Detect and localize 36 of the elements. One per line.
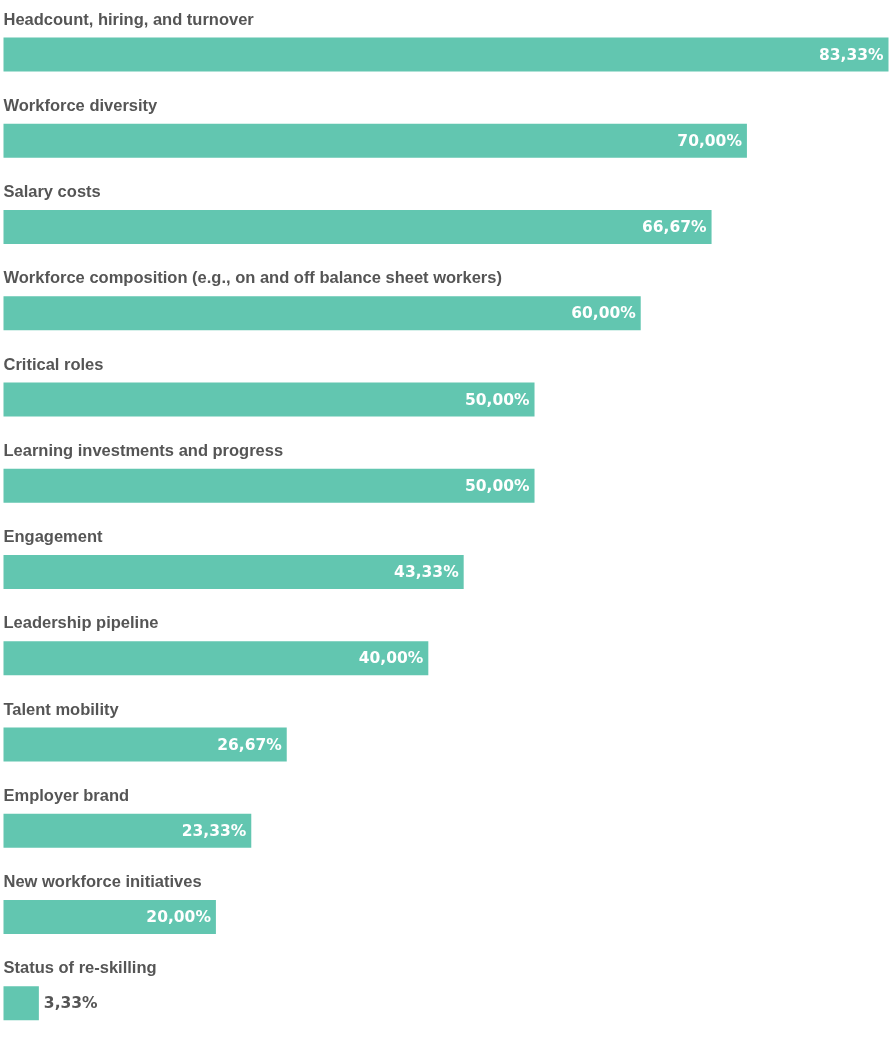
y-tick-label: Workforce diversity bbox=[3, 95, 159, 114]
y-tick-label: Leadership pipeline bbox=[3, 613, 159, 632]
bar bbox=[3, 727, 287, 762]
data-label: 3,33% bbox=[43, 994, 99, 1013]
bar bbox=[3, 468, 535, 503]
bar bbox=[3, 37, 889, 72]
data-label: 26,67% bbox=[217, 735, 283, 754]
bar bbox=[3, 123, 747, 158]
data-label: 50,00% bbox=[464, 390, 530, 409]
y-tick-label: Critical roles bbox=[3, 354, 104, 373]
bar bbox=[3, 641, 429, 676]
data-label: 23,33% bbox=[181, 821, 247, 840]
data-label: 20,00% bbox=[146, 908, 212, 926]
y-tick-label: Salary costs bbox=[3, 182, 101, 200]
bar bbox=[3, 900, 216, 934]
data-label: 83,33% bbox=[818, 45, 884, 64]
bar bbox=[3, 210, 712, 244]
bar bbox=[3, 296, 641, 331]
bar bbox=[3, 986, 39, 1021]
y-tick-label: Status of re-skilling bbox=[3, 958, 157, 977]
y-tick-label: Engagement bbox=[3, 527, 104, 545]
data-label: 70,00% bbox=[677, 131, 743, 150]
y-tick-label: Headcount, hiring, and turnover bbox=[3, 9, 255, 28]
data-label: 43,33% bbox=[394, 563, 460, 581]
y-tick-label: Workforce composition (e.g., on and off balance sheet workers) bbox=[3, 268, 502, 287]
bar bbox=[3, 813, 252, 848]
bar bbox=[3, 382, 535, 417]
y-tick-label: Learning investments and progress bbox=[3, 440, 284, 459]
data-label: 60,00% bbox=[571, 304, 637, 323]
bar bbox=[3, 555, 464, 589]
y-tick-label: Employer brand bbox=[3, 785, 130, 804]
data-label: 66,67% bbox=[642, 218, 708, 236]
y-tick-label: Talent mobility bbox=[3, 699, 120, 718]
y-tick-label: New workforce initiatives bbox=[3, 872, 202, 890]
data-label: 50,00% bbox=[464, 476, 530, 495]
data-label: 40,00% bbox=[358, 649, 424, 668]
